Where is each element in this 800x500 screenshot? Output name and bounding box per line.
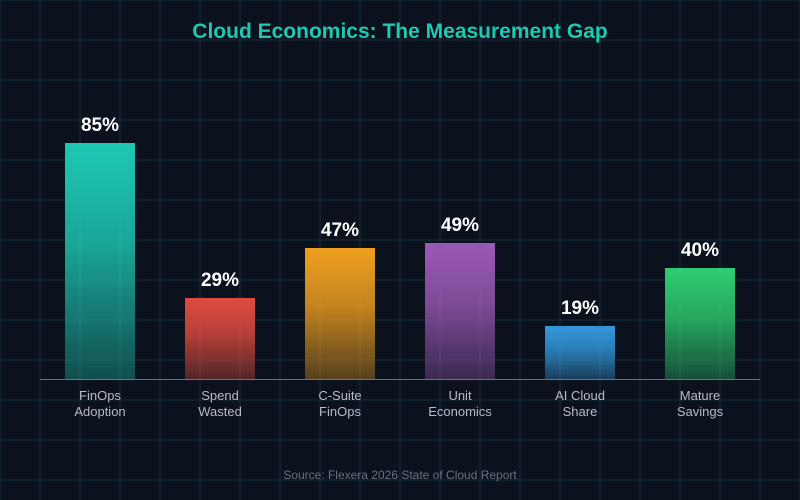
category-label-line: C-Suite xyxy=(318,388,362,403)
source-note: Source: Flexera 2026 State of Cloud Repo… xyxy=(283,468,517,482)
category-label: Unit Economics xyxy=(405,388,515,420)
category-label-line: FinOps xyxy=(319,404,361,419)
category-label-line: Spend xyxy=(201,388,239,403)
bar xyxy=(545,326,615,379)
bar xyxy=(65,142,135,379)
category-label-line: Unit xyxy=(448,388,472,403)
bar-value-label: 85% xyxy=(80,114,120,136)
category-label: AI Cloud Share xyxy=(525,388,635,420)
bar-value-label: 49% xyxy=(440,214,480,236)
category-label-line: Adoption xyxy=(74,404,126,419)
category-label: Spend Wasted xyxy=(165,388,275,420)
category-label-line: FinOps xyxy=(79,388,121,403)
category-label-line: Savings xyxy=(676,404,724,419)
bar-value-label: 19% xyxy=(560,298,600,320)
category-label-line: Economics xyxy=(428,404,492,419)
category-label: FinOps Adoption xyxy=(45,388,155,420)
category-label-line: Share xyxy=(562,404,598,419)
bar-value-label: 40% xyxy=(680,239,720,261)
category-label-line: AI Cloud xyxy=(555,388,605,403)
bar xyxy=(185,298,255,379)
bar xyxy=(425,242,495,379)
category-label: C-Suite FinOps xyxy=(285,388,395,420)
category-label-line: Mature xyxy=(679,388,721,403)
bar-value-label: 47% xyxy=(320,220,360,242)
category-label-line: Wasted xyxy=(198,404,242,419)
chart-title: Cloud Economics: The Measurement Gap xyxy=(192,20,608,43)
bar xyxy=(305,248,375,379)
bar-value-label: 29% xyxy=(200,270,240,292)
bar xyxy=(665,267,735,379)
x-axis-line xyxy=(40,379,760,380)
category-label: Mature Savings xyxy=(645,388,755,420)
